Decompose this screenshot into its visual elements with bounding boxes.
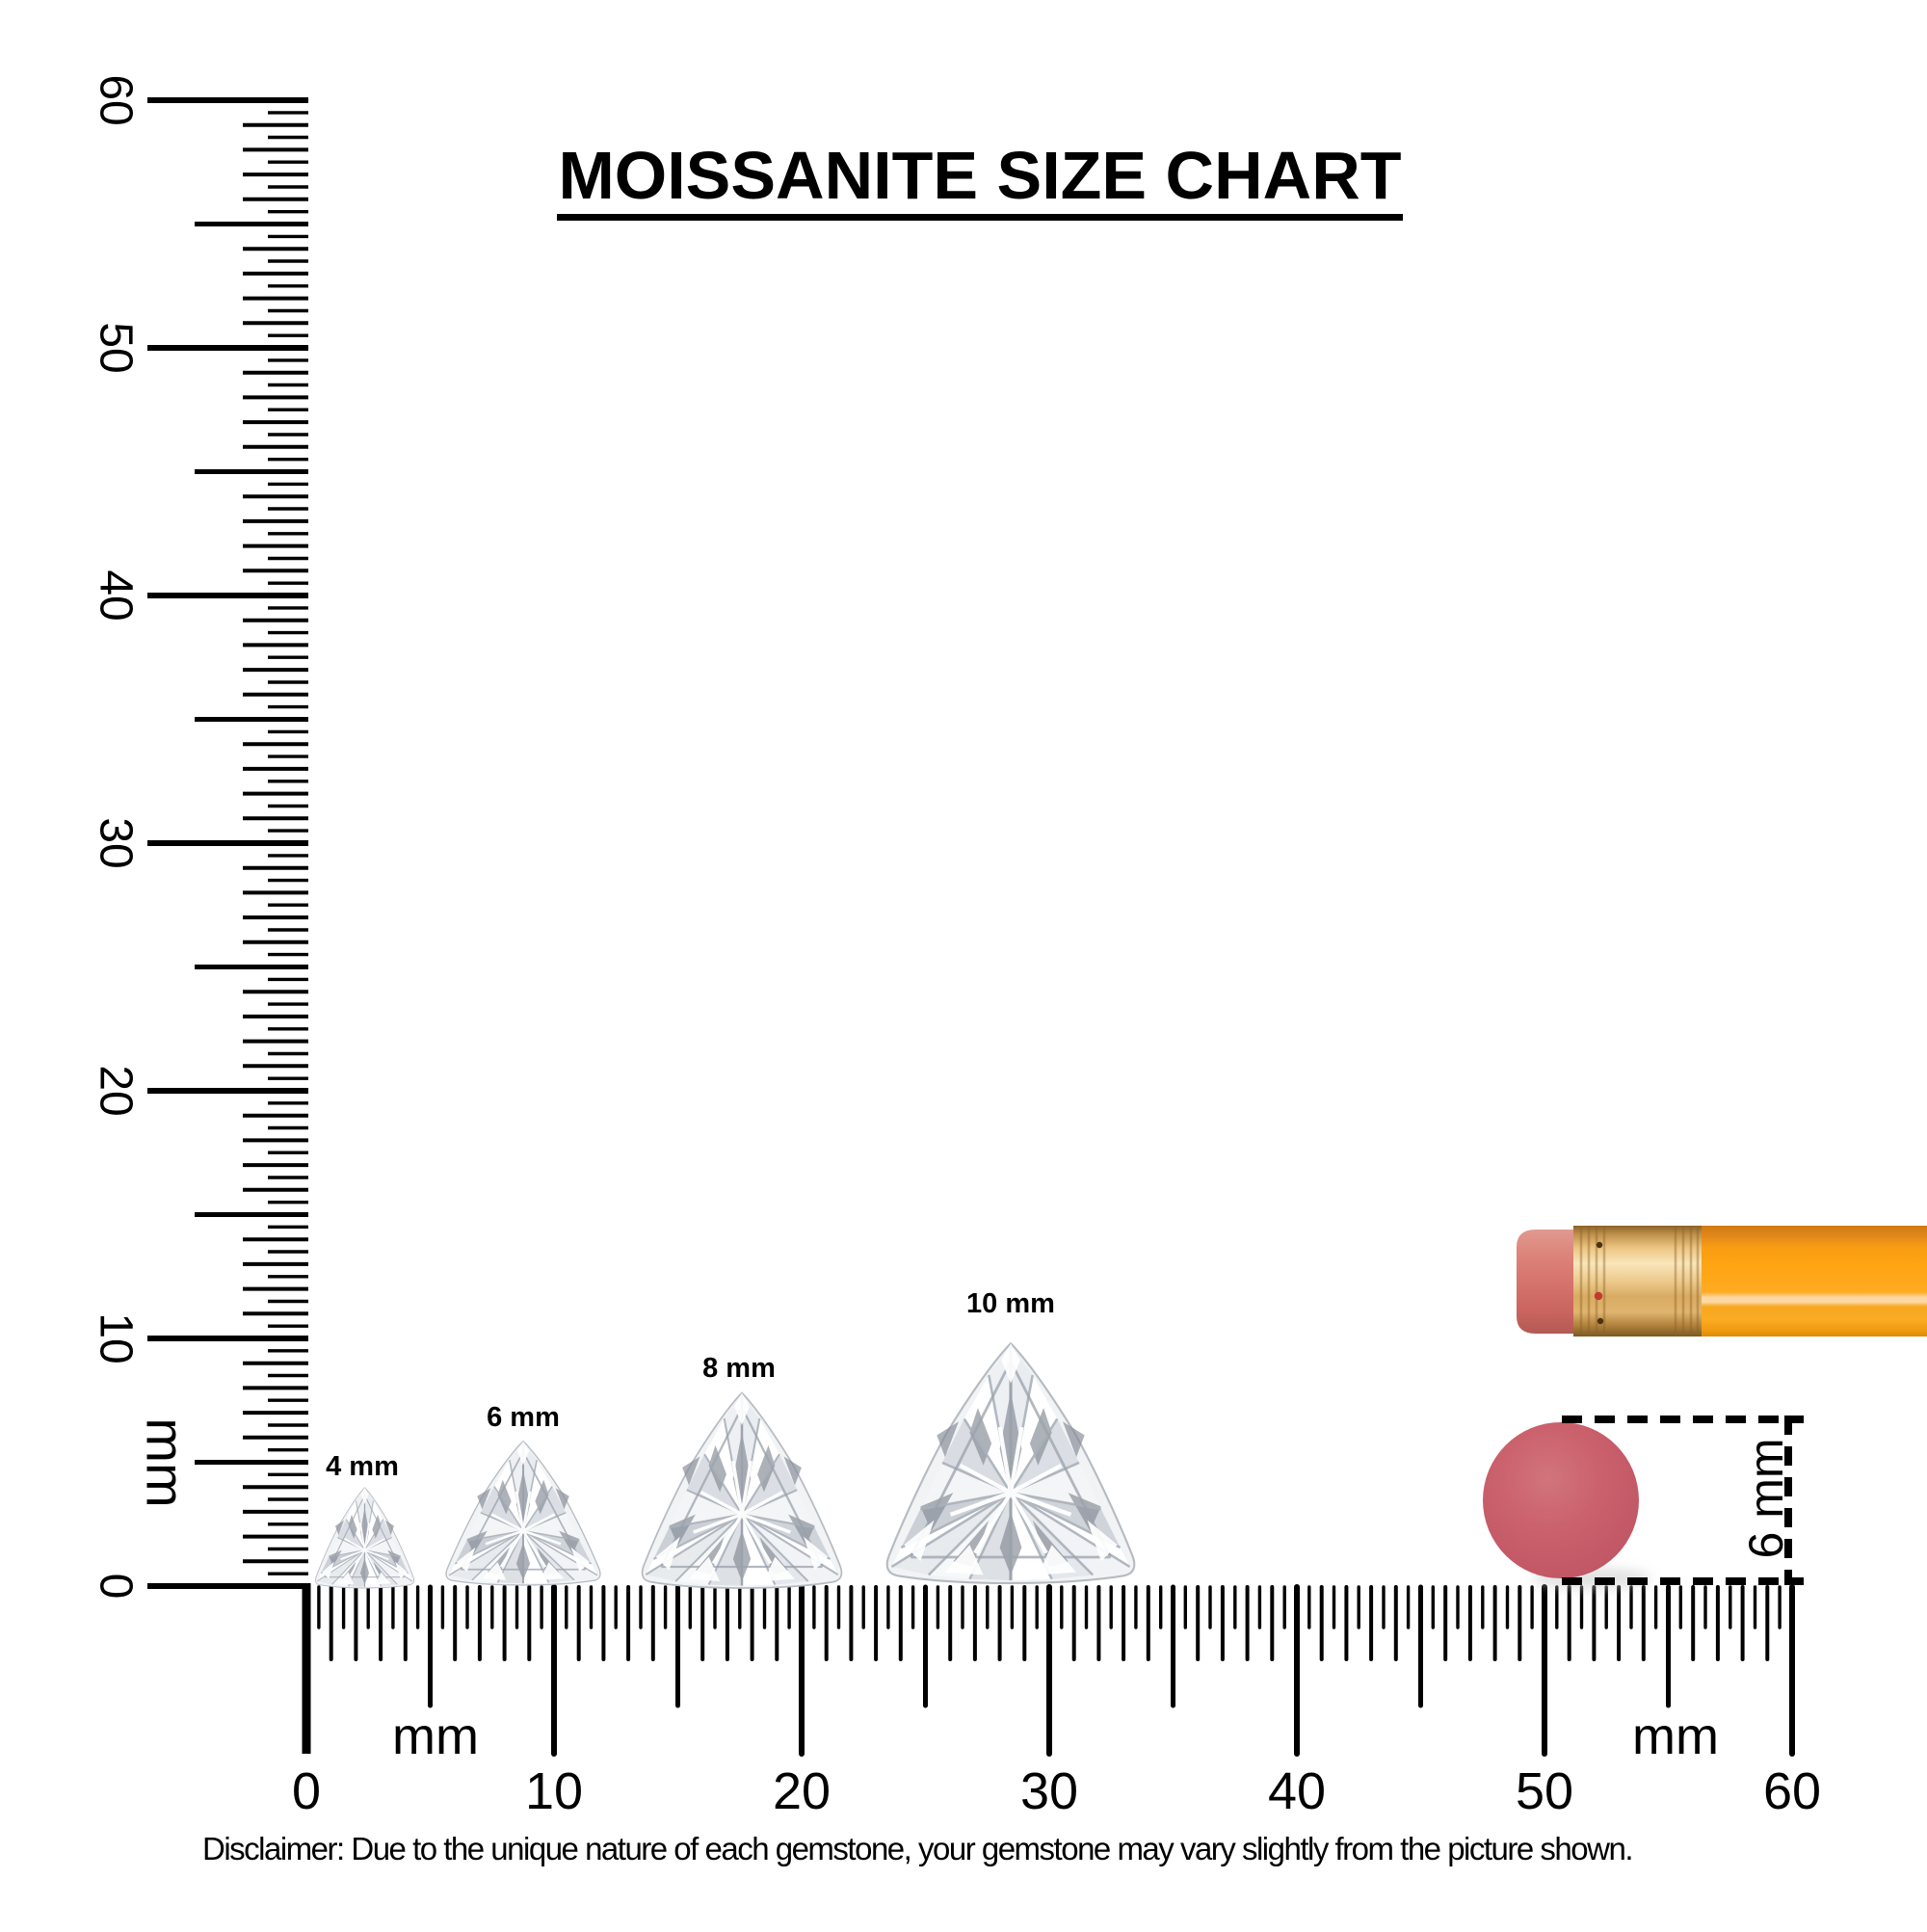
svg-text:40: 40 xyxy=(91,569,142,621)
svg-text:MOISSANITE SIZE CHART: MOISSANITE SIZE CHART xyxy=(558,138,1401,213)
svg-text:mm: mm xyxy=(1632,1707,1719,1765)
svg-text:6 mm: 6 mm xyxy=(487,1402,560,1433)
svg-text:40: 40 xyxy=(1268,1762,1326,1820)
svg-text:mm: mm xyxy=(136,1417,197,1507)
svg-text:10: 10 xyxy=(525,1762,583,1820)
svg-text:50: 50 xyxy=(91,322,142,373)
svg-text:30: 30 xyxy=(1020,1762,1078,1820)
svg-text:8 mm: 8 mm xyxy=(702,1353,776,1384)
svg-text:10 mm: 10 mm xyxy=(966,1288,1055,1319)
svg-text:10: 10 xyxy=(91,1312,142,1363)
svg-text:mm: mm xyxy=(392,1707,479,1765)
svg-text:50: 50 xyxy=(1516,1762,1573,1820)
svg-text:60: 60 xyxy=(1763,1762,1821,1820)
svg-text:Disclaimer: Due to the unique: Disclaimer: Due to the unique nature of … xyxy=(202,1831,1632,1866)
svg-text:20: 20 xyxy=(91,1065,142,1116)
svg-text:20: 20 xyxy=(773,1762,831,1820)
svg-text:0: 0 xyxy=(91,1574,142,1600)
svg-text:0: 0 xyxy=(292,1762,321,1820)
svg-text:30: 30 xyxy=(91,817,142,868)
svg-text:6 mm: 6 mm xyxy=(1739,1439,1793,1559)
svg-text:4 mm: 4 mm xyxy=(326,1451,399,1482)
svg-text:60: 60 xyxy=(91,74,142,125)
